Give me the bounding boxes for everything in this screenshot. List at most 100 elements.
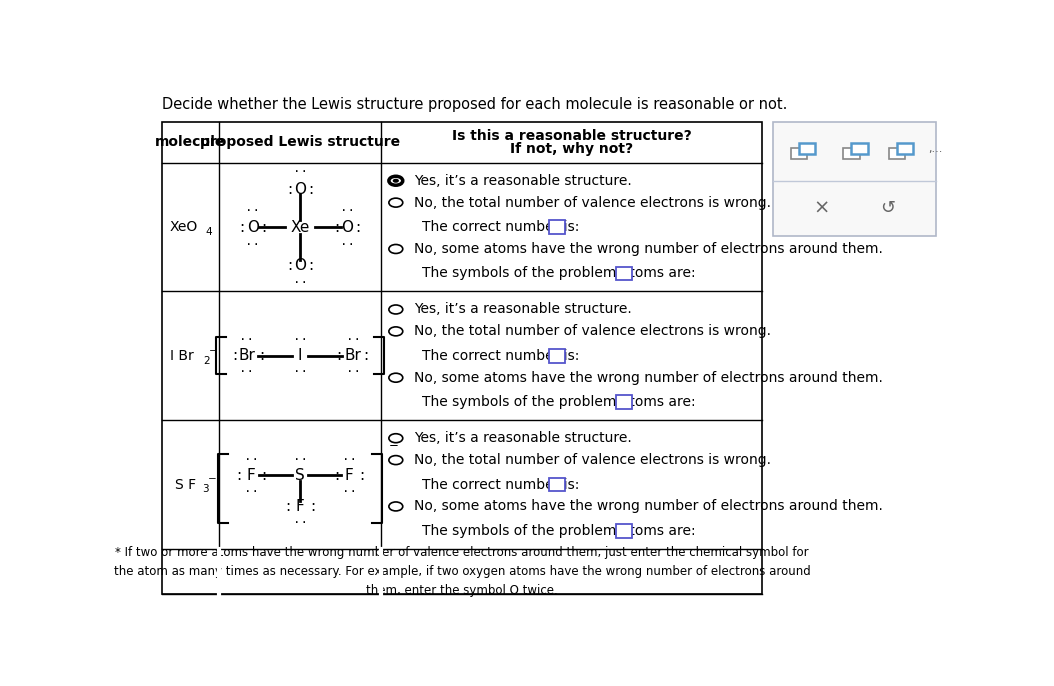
Text: The correct number is:: The correct number is: <box>422 348 580 363</box>
Text: ··: ·· <box>293 165 308 178</box>
Text: 3: 3 <box>202 484 209 495</box>
Text: ··: ·· <box>293 333 308 346</box>
Text: ··: ·· <box>293 453 308 466</box>
Text: ··: ·· <box>346 366 360 379</box>
Text: −: − <box>391 322 401 335</box>
Text: F: F <box>296 499 305 514</box>
Text: :: : <box>358 468 364 482</box>
Text: The symbols of the problem atoms are:: The symbols of the problem atoms are: <box>422 524 696 538</box>
Text: F: F <box>247 468 255 482</box>
Text: ··: ·· <box>246 237 260 250</box>
Text: 4: 4 <box>206 227 212 237</box>
Text: ↺: ↺ <box>880 199 895 217</box>
Text: No, some atoms have the wrong number of electrons around them.: No, some atoms have the wrong number of … <box>414 370 882 385</box>
Bar <box>616 524 632 538</box>
Bar <box>616 267 632 281</box>
Text: S F: S F <box>175 477 196 492</box>
Circle shape <box>389 305 403 314</box>
Text: ··: ·· <box>346 333 360 346</box>
Text: ··: ·· <box>340 204 355 217</box>
Text: ,...: ,... <box>929 144 942 154</box>
Text: I: I <box>298 348 302 364</box>
Text: :: : <box>287 182 292 197</box>
Text: Br: Br <box>345 348 362 364</box>
Text: :: : <box>260 220 266 235</box>
Text: No, the total number of valence electrons is wrong.: No, the total number of valence electron… <box>414 196 770 210</box>
Text: I Br: I Br <box>171 348 194 363</box>
Circle shape <box>389 198 403 207</box>
Text: :: : <box>334 220 339 235</box>
Text: :: : <box>239 220 245 235</box>
Text: molecule: molecule <box>155 135 226 150</box>
Text: O: O <box>247 220 258 235</box>
Bar <box>799 143 816 154</box>
Text: :: : <box>287 258 292 272</box>
Text: ×: × <box>814 199 831 217</box>
Text: :: : <box>336 348 340 364</box>
Text: O: O <box>294 258 306 272</box>
Text: O: O <box>294 182 306 197</box>
Bar <box>616 395 632 409</box>
Text: :: : <box>236 468 241 482</box>
Bar <box>897 143 914 154</box>
Text: :: : <box>286 499 290 514</box>
Text: ··: ·· <box>243 484 258 497</box>
Bar <box>852 143 867 154</box>
Text: Decide whether the Lewis structure proposed for each molecule is reasonable or n: Decide whether the Lewis structure propo… <box>162 97 787 112</box>
Text: :: : <box>355 220 360 235</box>
Text: Yes, it’s a reasonable structure.: Yes, it’s a reasonable structure. <box>414 174 631 188</box>
Bar <box>790 148 807 159</box>
Text: F: F <box>345 468 353 482</box>
Text: No, the total number of valence electrons is wrong.: No, the total number of valence electron… <box>414 453 770 467</box>
Text: :: : <box>259 348 265 364</box>
Text: ··: ·· <box>293 366 308 379</box>
Circle shape <box>389 434 403 442</box>
Text: ··: ·· <box>239 333 254 346</box>
Bar <box>548 477 565 491</box>
Bar <box>773 122 936 235</box>
Text: :: : <box>363 348 368 364</box>
Text: :: : <box>310 499 315 514</box>
Text: :: : <box>334 468 339 482</box>
Circle shape <box>393 179 399 182</box>
Text: ··: ·· <box>341 484 356 497</box>
Text: S: S <box>295 468 305 482</box>
Text: * If two or more atoms have the wrong number of valence electrons around them, j: * If two or more atoms have the wrong nu… <box>114 546 811 597</box>
Text: The correct number is:: The correct number is: <box>422 477 580 492</box>
Text: :: : <box>260 468 266 482</box>
Text: ··: ·· <box>340 237 355 250</box>
Circle shape <box>389 244 403 253</box>
Text: If not, why not?: If not, why not? <box>510 142 633 156</box>
Text: O: O <box>341 220 353 235</box>
Text: No, some atoms have the wrong number of electrons around them.: No, some atoms have the wrong number of … <box>414 499 882 513</box>
Circle shape <box>389 502 403 511</box>
Bar <box>162 122 762 593</box>
Circle shape <box>389 327 403 336</box>
Text: Xe: Xe <box>290 220 310 235</box>
Text: The symbols of the problem atoms are:: The symbols of the problem atoms are: <box>422 266 696 281</box>
Text: Is this a reasonable structure?: Is this a reasonable structure? <box>452 129 691 143</box>
Text: :: : <box>308 182 313 197</box>
Text: :: : <box>308 258 313 272</box>
Text: ··: ·· <box>293 276 308 289</box>
Text: XeO: XeO <box>170 220 198 234</box>
Text: −: − <box>208 474 216 484</box>
Circle shape <box>389 373 403 382</box>
Bar <box>889 148 905 159</box>
Bar <box>548 349 565 363</box>
Text: ··: ·· <box>239 366 254 379</box>
Text: 2: 2 <box>203 355 210 366</box>
Circle shape <box>389 176 403 185</box>
Text: −: − <box>388 439 398 452</box>
Bar <box>843 148 860 159</box>
Text: No, the total number of valence electrons is wrong.: No, the total number of valence electron… <box>414 324 770 338</box>
Text: ··: ·· <box>341 453 356 466</box>
Text: No, some atoms have the wrong number of electrons around them.: No, some atoms have the wrong number of … <box>414 242 882 256</box>
Text: ··: ·· <box>293 517 308 530</box>
Text: The correct number is:: The correct number is: <box>422 220 580 234</box>
Bar <box>548 220 565 234</box>
Text: ··: ·· <box>243 453 258 466</box>
Text: Br: Br <box>238 348 255 364</box>
Text: ··: ·· <box>246 204 260 217</box>
Text: The symbols of the problem atoms are:: The symbols of the problem atoms are: <box>422 395 696 409</box>
